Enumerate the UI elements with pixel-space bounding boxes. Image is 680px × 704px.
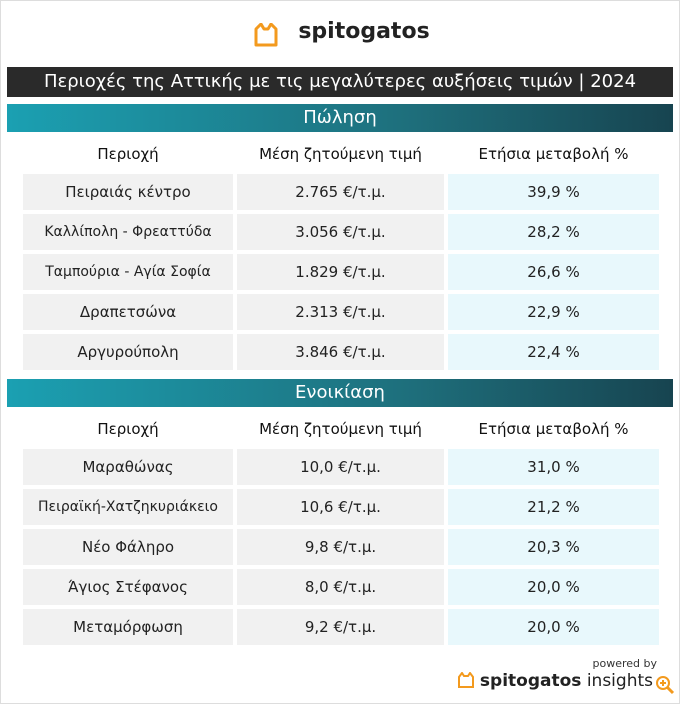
column-header: Ετήσια μεταβολή %	[478, 420, 629, 438]
cell: Καλλίπολη - Φρεαττύδα	[23, 214, 233, 250]
column-header: Περιοχή	[97, 420, 159, 438]
cell: Νέο Φάληρο	[23, 529, 233, 565]
cell: 1.829 €/τ.μ.	[237, 254, 444, 290]
footer-brand: spitogatos insights	[457, 671, 653, 691]
cell: 26,6 %	[448, 254, 659, 290]
cell: 2.313 €/τ.μ.	[237, 294, 444, 330]
cell: Πειραιάς κέντρο	[23, 174, 233, 210]
cell: 22,4 %	[448, 334, 659, 370]
section-title: Ενοικίαση	[7, 379, 673, 407]
cell: Μαραθώνας	[23, 449, 233, 485]
cell: 10,0 €/τ.μ.	[237, 449, 444, 485]
cell: 20,0 %	[448, 569, 659, 605]
cell: 9,2 €/τ.μ.	[237, 609, 444, 645]
column-header: Περιοχή	[97, 145, 159, 163]
cell: Δραπετσώνα	[23, 294, 233, 330]
cell: 8,0 €/τ.μ.	[237, 569, 444, 605]
cell: Άγιος Στέφανος	[23, 569, 233, 605]
zoom-icon	[656, 676, 675, 695]
cell: 10,6 €/τ.μ.	[237, 489, 444, 525]
brand: spitogatos	[298, 19, 430, 44]
cell: Ταμπούρια - Αγία Σοφία	[23, 254, 233, 290]
title: Περιοχές της Αττικής με τις μεγαλύτερες …	[7, 67, 673, 97]
cell: 20,0 %	[448, 609, 659, 645]
footer-product: insights	[586, 671, 653, 691]
cell: Πειραϊκή-Χατζηκυριάκειο	[23, 489, 233, 525]
cell: 2.765 €/τ.μ.	[237, 174, 444, 210]
cell: 3.846 €/τ.μ.	[237, 334, 444, 370]
cell: 31,0 %	[448, 449, 659, 485]
column-header: Ετήσια μεταβολή %	[478, 145, 629, 163]
cell: 21,2 %	[448, 489, 659, 525]
column-header: Μέση ζητούμενη τιμή	[259, 420, 422, 438]
section-title: Πώληση	[7, 104, 673, 132]
cell: 22,9 %	[448, 294, 659, 330]
cell: 28,2 %	[448, 214, 659, 250]
cell: Αργυρούπολη	[23, 334, 233, 370]
cell: 20,3 %	[448, 529, 659, 565]
powered-by: powered by	[592, 657, 658, 670]
footer-icon	[457, 671, 474, 688]
logo-icon	[254, 23, 278, 47]
column-header: Μέση ζητούμενη τιμή	[259, 145, 422, 163]
cell: Μεταμόρφωση	[23, 609, 233, 645]
cell: 3.056 €/τ.μ.	[237, 214, 444, 250]
footer-brand-name: spitogatos	[479, 671, 582, 691]
cell: 9,8 €/τ.μ.	[237, 529, 444, 565]
cell: 39,9 %	[448, 174, 659, 210]
